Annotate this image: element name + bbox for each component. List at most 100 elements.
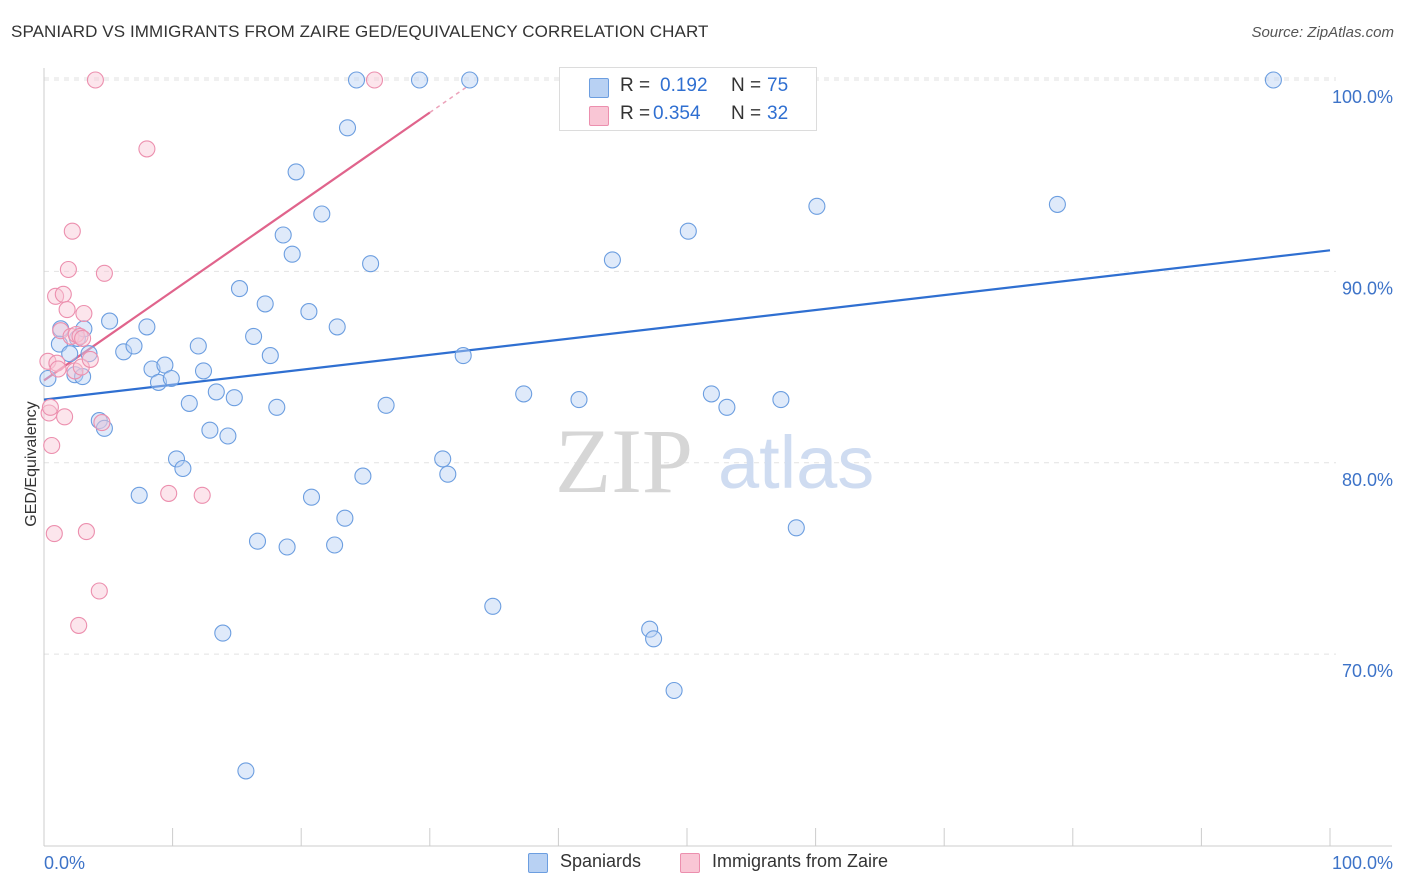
point-spaniards [278, 538, 296, 556]
bottom-legend-swatch-blue [528, 853, 548, 873]
point-spaniards [515, 385, 533, 403]
point-spaniards [362, 255, 380, 273]
point-zaire [45, 525, 63, 543]
point-spaniards [61, 345, 79, 363]
point-spaniards [808, 197, 826, 215]
point-spaniards [248, 532, 267, 550]
point-spaniards [194, 362, 213, 380]
point-zaire [193, 486, 211, 504]
y-tick-label: 80.0% [1342, 470, 1393, 490]
legend-row-spaniards: R = 0.192 N = 75 [560, 73, 816, 101]
point-spaniards [326, 536, 344, 554]
point-spaniards [130, 486, 148, 504]
point-zaire [81, 350, 99, 368]
watermark-zip: ZIP [555, 410, 693, 512]
stats-legend: R = 0.192 N = 75 R = 0.354 N = 32 [559, 67, 817, 131]
legend-r-label: R = [620, 75, 651, 96]
point-spaniards [256, 295, 274, 313]
point-spaniards [283, 245, 301, 263]
point-spaniards [189, 337, 207, 355]
legend-swatch-pink [589, 106, 609, 126]
point-zaire [74, 329, 92, 347]
point-spaniards [1048, 195, 1066, 213]
point-spaniards [1264, 71, 1282, 89]
legend-r-value: 0.192 [660, 75, 708, 96]
point-spaniards [461, 71, 479, 89]
gridlines [44, 77, 1336, 655]
point-spaniards [201, 421, 219, 439]
point-spaniards [207, 383, 225, 401]
point-zaire [41, 398, 59, 416]
legend-r-value: 0.354 [653, 103, 701, 124]
point-spaniards [300, 303, 318, 321]
y-tick-label: 90.0% [1342, 278, 1393, 298]
legend-n-value: 75 [767, 75, 789, 96]
point-spaniards [138, 318, 156, 336]
point-zaire [86, 71, 104, 89]
point-zaire [93, 414, 111, 432]
point-zaire [138, 140, 156, 158]
point-spaniards [261, 347, 279, 365]
point-spaniards [313, 205, 331, 223]
legend-row-zaire: R = 0.354 N = 32 [560, 101, 816, 129]
chart-title: SPANIARD VS IMMIGRANTS FROM ZAIRE GED/EQ… [11, 22, 709, 41]
point-zaire [43, 436, 61, 455]
source-credit: Source: ZipAtlas.com [1251, 24, 1394, 41]
trend-lines [43, 85, 1331, 401]
point-spaniards [214, 624, 232, 642]
point-spaniards [603, 251, 621, 269]
point-spaniards [570, 391, 588, 409]
point-zaire [54, 285, 72, 303]
point-spaniards [268, 398, 286, 416]
point-spaniards [354, 467, 372, 485]
watermark-atlas: atlas [718, 421, 874, 504]
x-tick-label: 0.0% [44, 853, 85, 873]
legend-n-value: 32 [767, 103, 789, 124]
point-zaire [95, 264, 113, 282]
bottom-legend-label: Spaniards [560, 851, 642, 871]
point-spaniards [237, 762, 255, 780]
point-zaire [58, 301, 76, 319]
legend-n-label: N = [731, 75, 762, 96]
trend-line-spaniards [43, 249, 1331, 401]
point-zaire [75, 304, 93, 323]
point-spaniards [225, 389, 243, 407]
point-spaniards [101, 312, 119, 330]
point-spaniards [347, 71, 366, 89]
point-spaniards [787, 519, 805, 537]
point-spaniards [484, 597, 502, 615]
point-zaire [160, 484, 178, 502]
point-spaniards [230, 280, 249, 298]
point-spaniards [679, 222, 697, 240]
point-zaire [49, 360, 67, 378]
point-spaniards [174, 459, 192, 478]
point-spaniards [336, 509, 354, 527]
point-spaniards [302, 488, 321, 506]
point-spaniards [641, 620, 659, 638]
legend-r-label: R = [620, 103, 651, 124]
trend-line-zaire-extension [429, 85, 469, 114]
point-zaire [56, 408, 74, 426]
x-tick-label: 100.0% [1332, 853, 1393, 873]
point-zaire [77, 523, 95, 541]
point-zaire [59, 260, 77, 279]
point-spaniards [149, 373, 168, 391]
point-spaniards [287, 163, 305, 181]
point-spaniards [80, 345, 98, 363]
point-zaire [71, 327, 89, 345]
y-tick-label: 70.0% [1342, 661, 1393, 681]
trend-line-zaire [43, 111, 431, 382]
point-spaniards [377, 396, 395, 414]
point-spaniards [180, 394, 198, 412]
y-tick-label: 100.0% [1332, 87, 1393, 107]
point-spaniards [454, 347, 472, 365]
point-spaniards [115, 343, 133, 361]
point-spaniards [702, 385, 720, 403]
axes [43, 68, 1392, 847]
bottom-legend-swatch-pink [680, 853, 700, 873]
point-zaire [48, 354, 66, 372]
point-zaire [90, 582, 108, 600]
point-zaire [70, 616, 88, 634]
point-spaniards [410, 71, 429, 89]
bottom-legend-label: Immigrants from Zaire [712, 851, 889, 871]
